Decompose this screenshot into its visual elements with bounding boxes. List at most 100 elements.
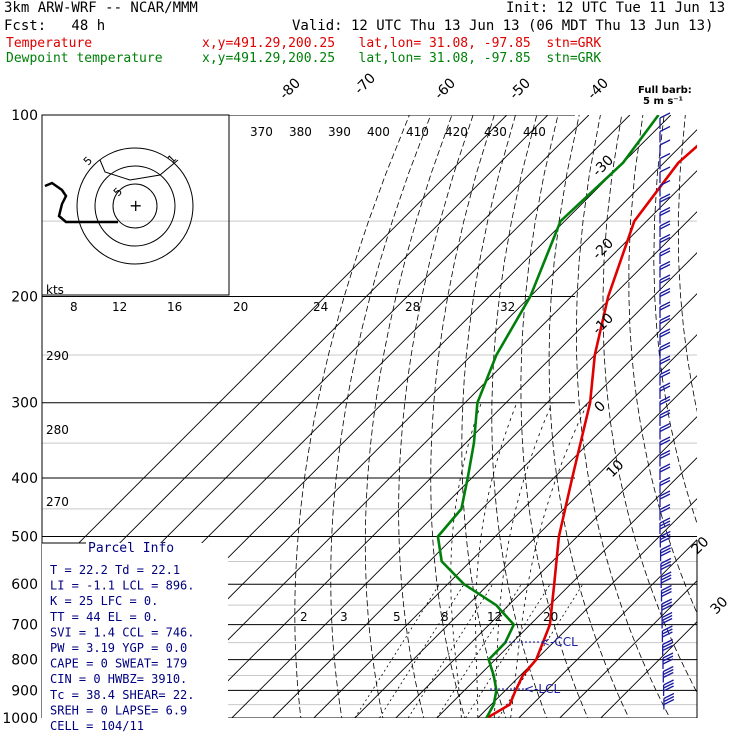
dewpoint-line: [436, 115, 660, 718]
moist-adiabat: [475, 402, 518, 718]
isotherm-label: 0: [592, 398, 610, 416]
dry-adiabat: [430, 115, 495, 718]
wind-barb-flag: [659, 290, 671, 298]
mixing-ratio-line: [407, 584, 494, 718]
wind-barb-flag: [659, 125, 671, 133]
pressure-label: 900: [11, 683, 38, 699]
wind-barb-flag: [659, 196, 671, 203]
dry-adiabat: [364, 115, 453, 718]
wind-barb-flag: [659, 166, 671, 173]
wind-barb-flag: [659, 209, 671, 217]
wind-barb-flag: [660, 530, 671, 538]
wind-barb-flag: [659, 493, 671, 500]
wind-barb-flag: [661, 601, 673, 608]
isotherm: [42, 115, 508, 581]
dry-adiabat: [294, 115, 410, 718]
init-time: Init: 12 UTC Tue 11 Jun 13: [506, 0, 726, 16]
hodograph-speed-label: 8: [70, 300, 78, 314]
pressure-label: 1000: [2, 711, 38, 727]
wind-barb-flag: [661, 584, 672, 592]
wind-barb-flag: [659, 466, 671, 473]
ccl-annotation: <-CCL: [540, 635, 578, 649]
dry-adiabat: [491, 115, 548, 718]
theta-side-label: 290: [46, 349, 69, 363]
wind-barb-flag: [660, 560, 672, 568]
wind-barb-flag: [660, 533, 671, 541]
pressure-label: 400: [11, 471, 38, 487]
theta-label: 440: [523, 125, 546, 139]
wind-barb-flag: [659, 422, 671, 430]
wind-barb-flag: [659, 179, 671, 187]
isotherm-label: 20: [689, 534, 713, 558]
wind-barb-flag: [659, 517, 671, 524]
isotherm-label: -20: [590, 235, 617, 262]
mixing-ratio-label: 2: [300, 610, 308, 624]
wind-barb-flag: [663, 668, 674, 676]
isotherm: [477, 498, 697, 718]
hodograph-center: +: [129, 196, 142, 215]
series2-location: x,y=491.29,200.25 lat,lon= 31.08, -97.85…: [202, 51, 602, 66]
wind-barb-flag: [660, 544, 671, 551]
wind-barb-flag: [659, 506, 671, 514]
parcel-info-row: SVI = 1.4 CCL = 746.: [50, 625, 195, 639]
wind-barb-flag: [662, 641, 673, 649]
hodograph-speed-label: 32: [500, 300, 515, 314]
wind-barb-flag: [663, 671, 674, 679]
wind-barb-flag: [659, 382, 671, 389]
wind-barb-flag: [660, 571, 672, 578]
parcel-info-row: CELL = 104/11: [50, 719, 144, 733]
wind-barb-flag: [659, 523, 671, 530]
isotherm-label: 30: [708, 594, 732, 618]
mixing-ratio-line: [354, 584, 440, 718]
wind-barb-flag: [659, 355, 671, 362]
dry-adiabat: [628, 115, 697, 615]
wind-barb-flag: [661, 617, 673, 625]
series2-label: Dewpoint temperature: [6, 51, 163, 66]
parcel-info-row: CIN = 0 HWBZ= 3910.: [50, 672, 187, 686]
theta-side-label: 270: [46, 495, 69, 509]
wind-barb-flag: [660, 547, 671, 554]
mixing-ratio-label: 12: [487, 610, 502, 624]
theta-label: 380: [289, 125, 312, 139]
wind-barb-flag: [660, 563, 672, 571]
wind-barb-flag: [659, 452, 671, 460]
wind-barb-flag: [659, 436, 671, 443]
wind-barb-flag: [662, 625, 673, 632]
wind-barb-flag: [659, 301, 671, 308]
wind-barb-flag: [663, 665, 674, 673]
parcel-info-row: CAPE = 0 SWEAT= 179: [50, 657, 187, 671]
theta-label: 420: [445, 125, 468, 139]
theta-side-label: 280: [46, 423, 69, 437]
isotherm-label: -50: [507, 75, 534, 102]
wind-barb-flag: [659, 263, 671, 271]
parcel-info-bg: [42, 543, 228, 718]
wind-barb-flag: [659, 328, 671, 335]
mixing-ratio-label: 3: [340, 610, 348, 624]
wind-barb-flag: [661, 604, 673, 611]
wind-barb-flag: [659, 398, 671, 406]
temperature-line: [486, 144, 697, 718]
theta-label: 410: [406, 125, 429, 139]
wind-barb-flag: [659, 385, 671, 392]
hodograph-ring: [112, 183, 158, 229]
dry-adiabat: [330, 115, 432, 718]
mixing-ratio-label: 8: [441, 610, 449, 624]
wind-barb-flag: [659, 520, 671, 527]
wind-barb-flag: [659, 463, 671, 470]
wind-barb-flag: [663, 685, 674, 692]
wind-barb-flag: [661, 611, 673, 619]
dry-adiabat: [602, 115, 697, 694]
parcel-info-row: T = 22.2 Td = 22.1: [50, 563, 180, 577]
wind-barb-flag: [659, 236, 671, 244]
parcel-info-row: K = 25 LFC = 0.: [50, 594, 158, 608]
wind-barb-flag: [661, 590, 672, 598]
wind-barb-flag: [659, 358, 671, 365]
mixing-ratio-label: 20: [543, 610, 558, 624]
mixing-ratio-line: [436, 584, 522, 718]
isotherm: [395, 416, 697, 718]
theta-label: 430: [484, 125, 507, 139]
hodograph-box: [41, 114, 230, 296]
wind-barb-flag: [663, 679, 674, 686]
moist-adiabat: [493, 402, 553, 718]
wind-barb-flag: [659, 314, 671, 322]
